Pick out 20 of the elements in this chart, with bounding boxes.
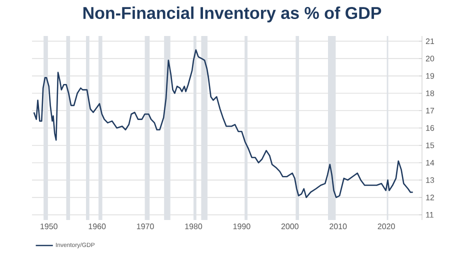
y-tick-label: 14 (426, 160, 434, 166)
x-tick-label: 1960 (88, 224, 106, 230)
x-tick-label: 2010 (330, 224, 347, 230)
y-tick-label: 11 (426, 212, 434, 218)
x-tick-label: 1950 (40, 224, 58, 230)
y-tick-label: 15 (426, 142, 434, 148)
x-tick-label: 1980 (185, 224, 202, 230)
x-tick-label: 2000 (281, 224, 298, 230)
y-tick-label: 13 (426, 177, 434, 183)
y-tick-label: 20 (426, 56, 434, 62)
y-tick-label: 18 (426, 90, 434, 96)
y-tick-label: 21 (426, 38, 434, 44)
y-tick-label: 12 (426, 194, 434, 200)
chart-title: Non-Financial Inventory as % of GDP (83, 6, 382, 22)
y-tick-label: 16 (426, 125, 434, 131)
y-tick-label: 19 (426, 73, 434, 79)
x-tick-label: 1970 (137, 224, 154, 230)
x-tick-label: 1990 (233, 224, 250, 230)
x-tick-label: 2020 (378, 224, 395, 230)
y-tick-label: 17 (426, 108, 434, 114)
